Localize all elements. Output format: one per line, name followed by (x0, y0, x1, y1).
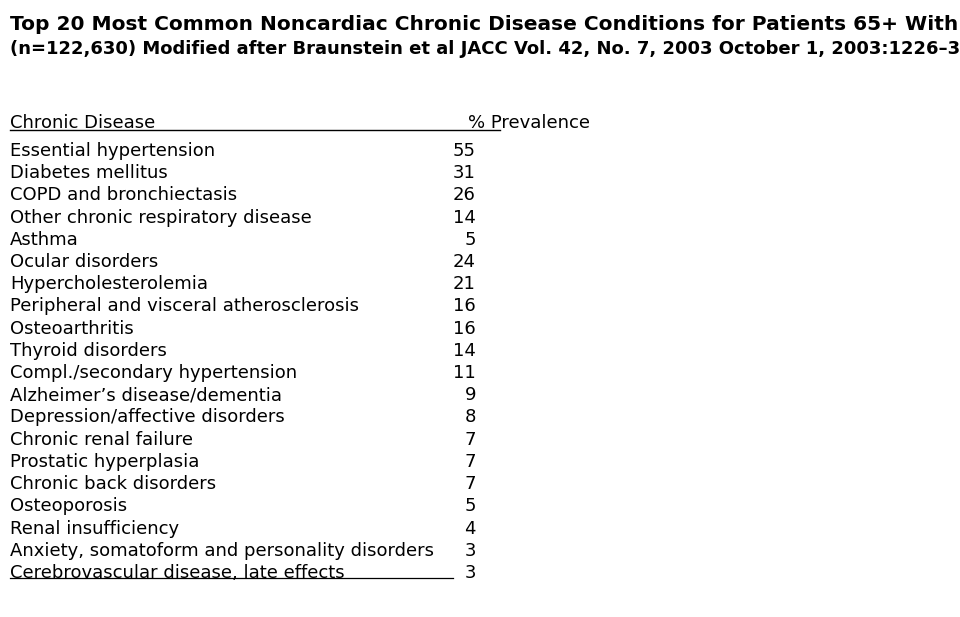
Text: 55: 55 (453, 142, 476, 160)
Text: Chronic back disorders: Chronic back disorders (10, 475, 216, 493)
Text: Osteoarthritis: Osteoarthritis (10, 320, 133, 337)
Text: 3: 3 (465, 542, 476, 560)
Text: Asthma: Asthma (10, 231, 79, 249)
Text: 16: 16 (453, 297, 476, 315)
Text: Peripheral and visceral atherosclerosis: Peripheral and visceral atherosclerosis (10, 297, 359, 315)
Text: Essential hypertension: Essential hypertension (10, 142, 215, 160)
Text: Anxiety, somatoform and personality disorders: Anxiety, somatoform and personality diso… (10, 542, 434, 560)
Text: 26: 26 (453, 186, 476, 204)
Text: 7: 7 (465, 453, 476, 471)
Text: 24: 24 (453, 253, 476, 271)
Text: % Prevalence: % Prevalence (468, 114, 590, 132)
Text: Prostatic hyperplasia: Prostatic hyperplasia (10, 453, 200, 471)
Text: 16: 16 (453, 320, 476, 337)
Text: 31: 31 (453, 164, 476, 182)
Text: 9: 9 (465, 386, 476, 404)
Text: 7: 7 (465, 431, 476, 449)
Text: 21: 21 (453, 275, 476, 293)
Text: 4: 4 (465, 520, 476, 537)
Text: 14: 14 (453, 209, 476, 226)
Text: Chronic Disease: Chronic Disease (10, 114, 156, 132)
Text: 5: 5 (465, 497, 476, 515)
Text: 11: 11 (453, 364, 476, 382)
Text: Ocular disorders: Ocular disorders (10, 253, 158, 271)
Text: 14: 14 (453, 342, 476, 360)
Text: (n=122,630) Modified after Braunstein et al JACC Vol. 42, No. 7, 2003 October 1,: (n=122,630) Modified after Braunstein et… (10, 40, 960, 58)
Text: COPD and bronchiectasis: COPD and bronchiectasis (10, 186, 237, 204)
Text: Alzheimer’s disease/dementia: Alzheimer’s disease/dementia (10, 386, 282, 404)
Text: Compl./secondary hypertension: Compl./secondary hypertension (10, 364, 298, 382)
Text: 5: 5 (465, 231, 476, 249)
Text: Thyroid disorders: Thyroid disorders (10, 342, 167, 360)
Text: Osteoporosis: Osteoporosis (10, 497, 127, 515)
Text: Depression/affective disorders: Depression/affective disorders (10, 408, 285, 426)
Text: Chronic renal failure: Chronic renal failure (10, 431, 193, 449)
Text: 7: 7 (465, 475, 476, 493)
Text: Other chronic respiratory disease: Other chronic respiratory disease (10, 209, 312, 226)
Text: Renal insufficiency: Renal insufficiency (10, 520, 180, 537)
Text: Cerebrovascular disease, late effects: Cerebrovascular disease, late effects (10, 564, 345, 582)
Text: Top 20 Most Common Noncardiac Chronic Disease Conditions for Patients 65+ With C: Top 20 Most Common Noncardiac Chronic Di… (10, 15, 960, 35)
Text: Diabetes mellitus: Diabetes mellitus (10, 164, 168, 182)
Text: Hypercholesterolemia: Hypercholesterolemia (10, 275, 208, 293)
Text: 3: 3 (465, 564, 476, 582)
Text: 8: 8 (465, 408, 476, 426)
